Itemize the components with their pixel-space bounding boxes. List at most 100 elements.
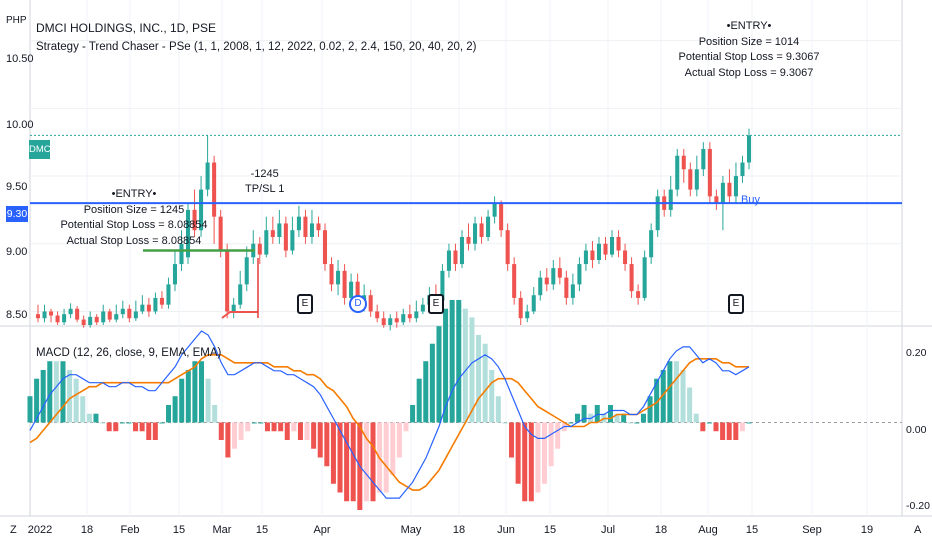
candle-body <box>283 223 288 251</box>
time-axis-label: 15 <box>543 524 557 536</box>
strategy-legend[interactable]: Strategy - Trend Chaser - PSe (1, 1, 200… <box>36 41 477 53</box>
candle-body <box>186 209 191 258</box>
macd-histogram-bar <box>172 396 178 423</box>
macd-axis-label: 0.00 <box>906 424 927 436</box>
candle-body <box>420 304 425 312</box>
candle-body <box>75 308 80 320</box>
candle-body <box>212 162 217 217</box>
candle-body <box>583 250 588 265</box>
candle-body <box>531 295 536 312</box>
macd-histogram-bar <box>198 361 205 423</box>
macd-histogram-bar <box>53 361 59 423</box>
candle-body <box>42 311 47 319</box>
macd-histogram-bar <box>555 422 561 449</box>
candle-body <box>368 295 373 312</box>
zoom-button[interactable]: Z <box>10 524 17 536</box>
candle-body <box>114 314 119 320</box>
macd-histogram-bar <box>40 369 46 423</box>
time-axis-label: 15 <box>255 524 269 536</box>
macd-histogram-bar <box>47 361 53 423</box>
candle-body <box>94 316 99 323</box>
macd-histogram-bar <box>330 422 336 484</box>
macd-histogram-bar <box>126 422 132 424</box>
candle-body <box>564 277 569 298</box>
macd-histogram-bar <box>27 396 33 423</box>
macd-histogram-bar <box>383 422 389 493</box>
entry-note-right: •ENTRY• Position Size = 1014 Potential S… <box>679 19 820 81</box>
candle-body <box>538 277 543 296</box>
macd-histogram-bar <box>231 422 237 449</box>
candle-body <box>740 162 745 177</box>
macd-histogram-bar <box>317 422 323 458</box>
chart-title[interactable]: DMCI HOLDINGS, INC., 1D, PSE <box>36 21 217 35</box>
macd-histogram-bar <box>410 404 416 423</box>
macd-histogram-bar <box>706 422 712 424</box>
macd-histogram-bar <box>238 422 244 440</box>
macd-axis-label: -0.20 <box>906 500 930 512</box>
macd-histogram-bar <box>390 422 396 475</box>
trailing-stop-line <box>221 311 258 319</box>
candle-body <box>192 209 197 231</box>
candle-body <box>329 264 334 285</box>
candle-body <box>355 281 360 305</box>
macd-histogram-bar <box>73 378 79 423</box>
macd-histogram-bar <box>86 413 92 423</box>
time-axis-label: Mar <box>212 524 232 536</box>
candle-body <box>257 243 262 255</box>
macd-histogram-bar <box>640 413 646 423</box>
candle-body <box>616 236 621 251</box>
macd-histogram-bar <box>700 422 706 432</box>
macd-histogram-bar <box>93 413 99 423</box>
macd-histogram-bar <box>720 422 726 440</box>
macd-histogram-bar <box>614 413 620 423</box>
macd-histogram-bar <box>746 422 752 424</box>
macd-histogram-bar <box>370 422 376 502</box>
time-axis-label: Jul <box>600 524 616 536</box>
macd-histogram-bar <box>502 422 508 424</box>
candle-body <box>309 223 314 237</box>
macd-histogram-bar <box>634 422 640 424</box>
macd-histogram-bar <box>251 422 257 424</box>
candle-body <box>668 189 673 210</box>
time-axis-label: Feb <box>120 524 140 536</box>
earnings-event-icon[interactable]: E <box>728 294 744 314</box>
candle-body <box>473 223 478 244</box>
macd-histogram-bar <box>80 396 86 423</box>
price-axis-label: 10.00 <box>6 119 34 131</box>
macd-histogram-bar <box>192 361 198 423</box>
macd-histogram-bar <box>146 422 152 440</box>
macd-histogram-bar <box>337 422 343 493</box>
macd-legend[interactable]: MACD (12, 26, close, 9, EMA, EMA) <box>36 347 222 359</box>
macd-histogram-bar <box>166 404 172 423</box>
dividend-event-icon[interactable]: D <box>349 295 367 313</box>
candle-body <box>101 311 106 323</box>
candle-body <box>453 250 458 265</box>
candle-body <box>264 230 269 255</box>
macd-histogram-bar <box>654 378 660 423</box>
candle-body <box>68 308 73 315</box>
candle-body <box>159 297 164 305</box>
price-axis-label: 10.50 <box>6 53 34 65</box>
candle-body <box>636 291 641 298</box>
earnings-event-icon[interactable]: E <box>297 294 313 314</box>
earnings-event-icon[interactable]: E <box>428 294 444 314</box>
macd-histogram-bar <box>568 422 574 424</box>
macd-histogram-bar <box>133 422 139 432</box>
time-axis-label: 18 <box>80 524 94 536</box>
entry-note-line: Actual Stop Loss = 8.08854 <box>66 234 202 247</box>
time-axis-label: Aug <box>698 524 718 536</box>
macd-histogram-bar <box>693 413 699 423</box>
macd-histogram-bar <box>476 334 482 423</box>
candle-body <box>35 314 41 319</box>
auto-scale-button[interactable]: A <box>914 524 922 536</box>
macd-histogram-bar <box>535 422 541 493</box>
candle-body <box>133 311 138 319</box>
macd-histogram-bar <box>667 361 673 423</box>
candle-body <box>49 311 54 316</box>
candle-body <box>172 264 178 285</box>
candle-body <box>590 250 595 260</box>
macd-histogram-bar <box>574 413 581 423</box>
macd-histogram-bar <box>205 378 211 423</box>
macd-histogram-bar <box>185 369 191 423</box>
